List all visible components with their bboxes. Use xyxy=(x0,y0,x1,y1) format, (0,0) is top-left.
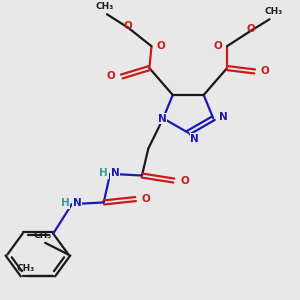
Text: N: N xyxy=(73,198,81,208)
Text: N: N xyxy=(190,134,199,144)
Text: N: N xyxy=(158,114,167,124)
Text: O: O xyxy=(213,41,222,51)
Text: O: O xyxy=(180,176,189,186)
Text: N: N xyxy=(111,168,120,178)
Text: O: O xyxy=(142,194,151,204)
Text: N: N xyxy=(220,112,228,122)
Text: CH₃: CH₃ xyxy=(96,2,114,11)
Text: O: O xyxy=(246,24,255,34)
Text: O: O xyxy=(107,71,116,82)
Text: O: O xyxy=(124,21,133,31)
Text: CH₃: CH₃ xyxy=(16,264,35,273)
Text: H: H xyxy=(61,198,70,208)
Text: H: H xyxy=(99,168,108,178)
Text: O: O xyxy=(157,41,165,51)
Text: CH₃: CH₃ xyxy=(34,231,52,240)
Text: CH₃: CH₃ xyxy=(265,8,283,16)
Text: O: O xyxy=(261,66,270,76)
